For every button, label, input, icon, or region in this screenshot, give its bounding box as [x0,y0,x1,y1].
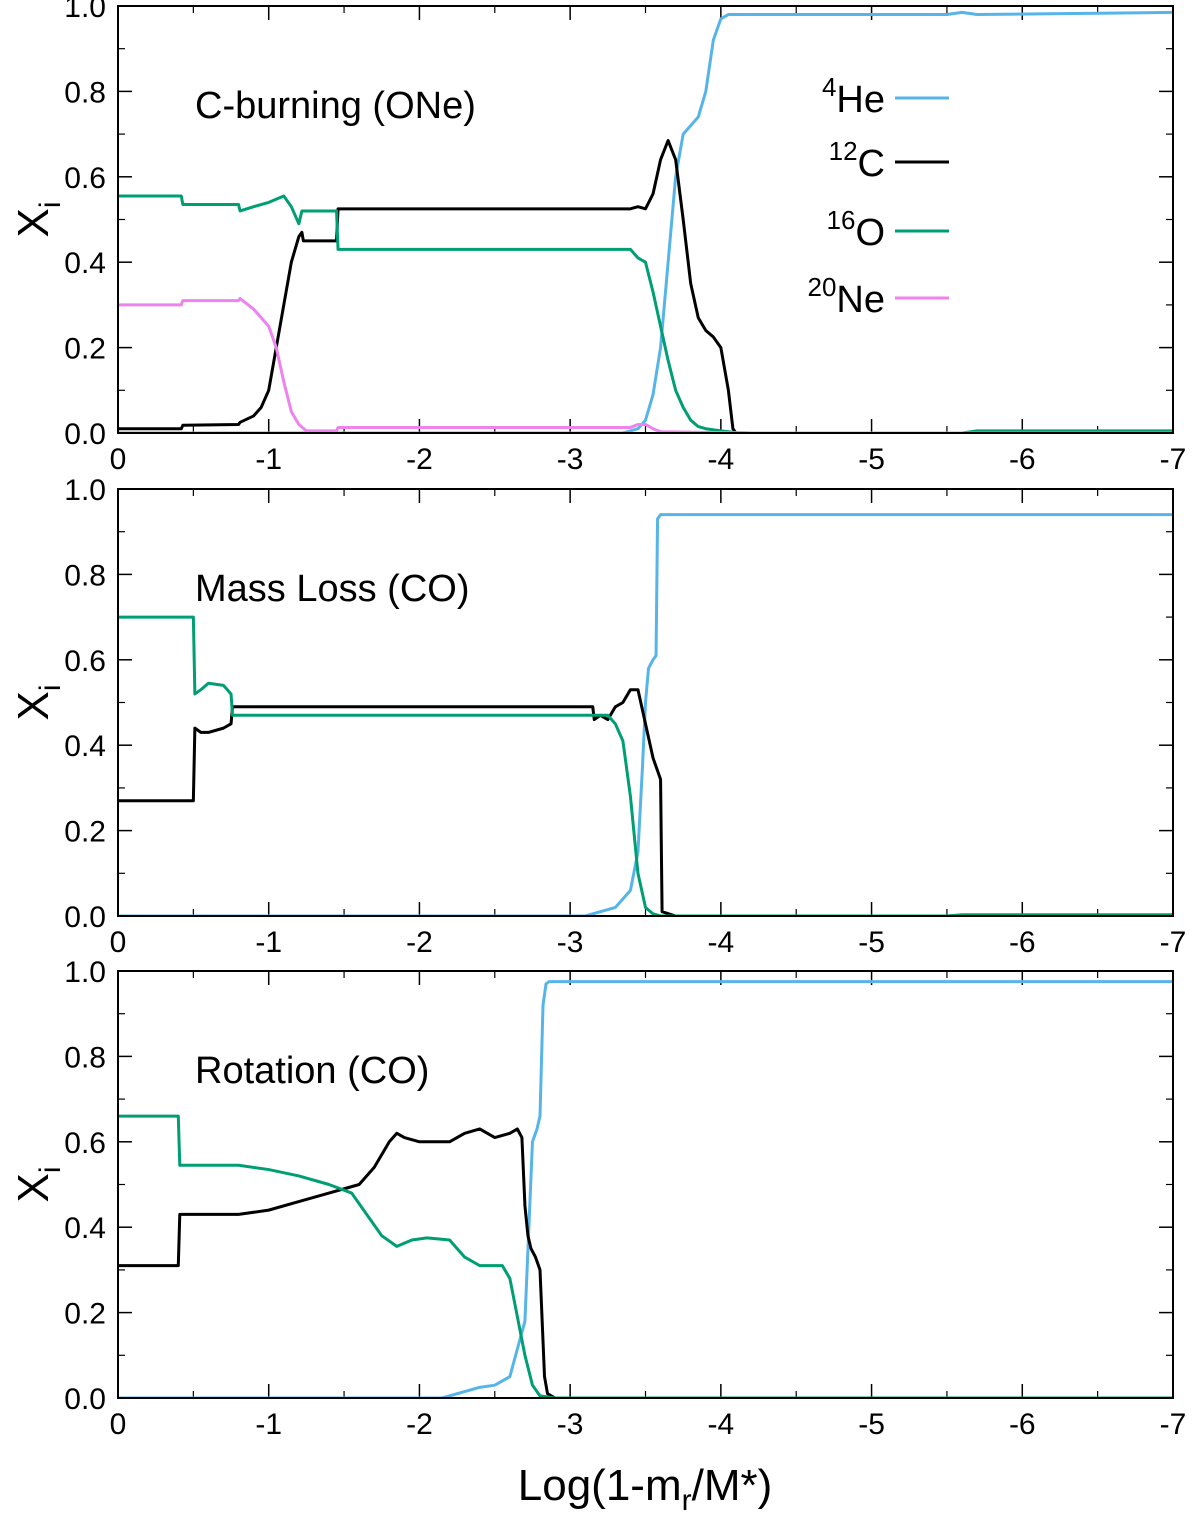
y-axis-title-sub: i [34,1166,67,1173]
series-line-O16 [118,615,1173,916]
y-tick-label: 1.0 [64,474,106,507]
y-tick-label: 0.8 [64,76,106,109]
series-line-Ne20 [118,297,1173,433]
x-tick-label: -2 [406,443,433,476]
series-line-He4 [118,980,1173,1398]
x-tick-label: -4 [708,1408,735,1441]
x-tick-label: -3 [557,1408,584,1441]
y-tick-label: 0.0 [64,418,106,451]
x-tick-label: -1 [255,1408,282,1441]
series-line-C12 [118,688,1173,916]
y-tick-label: 1.0 [64,0,106,24]
y-tick-label: 0.6 [64,1127,106,1160]
plot-frame [117,5,1174,434]
plot-frame [117,970,1174,1399]
y-axis-title-main: X [9,691,58,720]
x-tick-label: -3 [557,926,584,959]
legend-sup: 16 [827,205,856,235]
x-tick-label: -5 [858,926,885,959]
legend-label-O16: 16O [827,205,885,254]
series-line-He4 [118,513,1173,916]
series-line-O16 [118,194,1173,433]
x-tick-label: -5 [858,443,885,476]
x-tick-label: -6 [1009,1408,1036,1441]
x-tick-label: -7 [1160,926,1187,959]
legend-sup: 12 [829,136,858,166]
y-axis-title-sub: i [34,201,67,208]
legend-label-C12: 12C [829,136,885,185]
x-tick-label: -4 [708,926,735,959]
panel-1: 0 -1 -2 -3 -4 -5 -6 -7 0.0 0.2 0.4 0.6 0.8 1.0 C-burni… [9,0,1186,476]
legend-name: He [836,79,885,121]
y-axis-title-main: X [9,208,58,237]
x-axis-title-text: Log(1-mr/M*) [518,1461,773,1517]
plot-frame [117,488,1174,917]
legend-sup: 20 [808,272,837,302]
y-tick-label: 0.0 [64,901,106,934]
series-line-C12 [118,1127,1173,1398]
series-line-O16 [118,1114,1173,1398]
panel-title: Mass Loss (CO) [195,568,469,610]
y-tick-label: 0.2 [64,1298,106,1331]
legend-sup: 4 [822,72,836,102]
legend-name: Ne [836,279,885,321]
y-tick-label: 0.2 [64,816,106,849]
series-line-He4 [118,10,1173,433]
legend-name: O [855,212,885,254]
x-tick-label: 0 [110,1408,127,1441]
y-tick-label: 0.6 [64,645,106,678]
x-tick-label: -2 [406,1408,433,1441]
x-axis-title: Log(1-mr/M*) [518,1461,773,1517]
x-tick-label: -4 [708,443,735,476]
y-tick-label: 0.6 [64,162,106,195]
series-line-C12 [118,139,1173,433]
legend-label-Ne20: 20Ne [808,272,886,321]
legend-name: C [858,143,885,185]
x-tick-label: -2 [406,926,433,959]
y-axis-title-sub: i [34,684,67,691]
x-axis-title-suffix: /M*) [692,1461,773,1510]
x-tick-label: -6 [1009,926,1036,959]
panel-title: C-burning (ONe) [195,85,476,127]
x-tick-label: 0 [110,443,127,476]
y-tick-label: 0.2 [64,333,106,366]
x-tick-label: -1 [255,926,282,959]
x-tick-label: -3 [557,443,584,476]
panel-2: 0 -1 -2 -3 -4 -5 -6 -7 0.0 0.2 0.4 0.6 0.8 1.0 Mass Lo… [9,474,1186,959]
x-axis-title-sub: r [682,1484,692,1517]
y-tick-label: 0.4 [64,1212,106,1245]
y-axis-title-main: X [9,1173,58,1202]
y-axis-title: Xi [9,201,67,237]
x-axis-title-prefix: Log(1-m [518,1461,682,1510]
y-tick-label: 0.8 [64,1041,106,1074]
x-tick-label: -7 [1160,1408,1187,1441]
x-tick-label: 0 [110,926,127,959]
y-tick-label: 0.0 [64,1383,106,1416]
x-tick-label: -1 [255,443,282,476]
y-axis-title: Xi [9,684,67,720]
legend-label-He4: 4He [822,72,885,121]
x-tick-label: -5 [858,1408,885,1441]
y-tick-label: 0.4 [64,730,106,763]
x-tick-label: -6 [1009,443,1036,476]
panel-title: Rotation (CO) [195,1050,429,1092]
panel-3: 0 -1 -2 -3 -4 -5 -6 -7 0.0 0.2 0.4 0.6 0.8 1.0 Rotatio… [9,956,1186,1441]
y-tick-label: 0.8 [64,559,106,592]
y-tick-label: 0.4 [64,247,106,280]
y-tick-label: 1.0 [64,956,106,989]
x-tick-label: -7 [1160,443,1187,476]
y-axis-title: Xi [9,1166,67,1202]
